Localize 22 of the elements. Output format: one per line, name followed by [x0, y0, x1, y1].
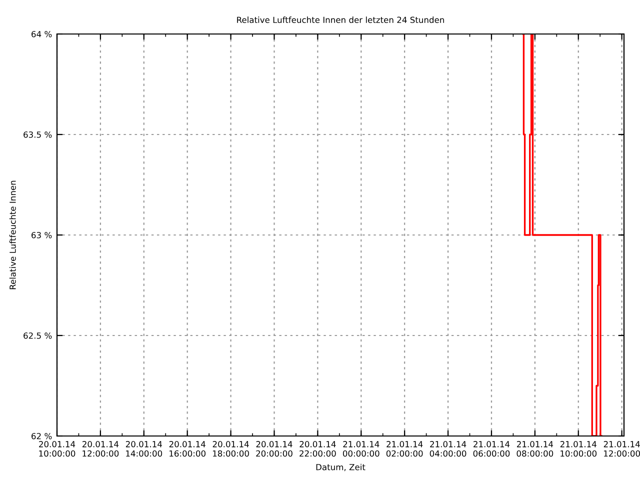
chart-title: Relative Luftfeuchte Innen der letzten 24 Stunden: [237, 16, 444, 24]
y-tick-label: 62.5 %: [24, 332, 52, 339]
x-tick-label: 21.01.14 00:00:00: [342, 441, 380, 457]
x-tick-label: 20.01.14 22:00:00: [300, 441, 336, 457]
x-tick-label: 21.01.14 10:00:00: [560, 441, 597, 457]
y-tick-label: 64 %: [32, 30, 52, 38]
x-tick-label: 20.01.14 14:00:00: [126, 441, 162, 457]
x-tick-label: 21.01.14 04:00:00: [430, 441, 466, 457]
x-tick-label: 20.01.14 10:00:00: [39, 441, 76, 457]
x-tick-label: 20.01.14 16:00:00: [169, 441, 206, 457]
x-tick-label: 21.01.14 02:00:00: [386, 441, 423, 457]
x-tick-label: 20.01.14 20:00:00: [256, 441, 292, 457]
x-tick-label: 21.01.14 06:00:00: [473, 441, 510, 457]
y-axis-title: Relative Luftfeuchte Innen: [9, 180, 16, 290]
x-tick-label: 20.01.14 12:00:00: [82, 441, 119, 457]
y-tick-label: 63.5 %: [24, 131, 52, 138]
y-tick-label: 62 %: [32, 432, 52, 440]
x-tick-label: 20.01.14 18:00:00: [212, 441, 249, 457]
x-axis-title: Datum, Zeit: [316, 464, 366, 472]
y-tick-label: 63 %: [32, 232, 52, 238]
x-tick-label: 21.01.14 12:00:00: [604, 441, 640, 457]
x-tick-label: 21.01.14 08:00:00: [516, 441, 554, 457]
